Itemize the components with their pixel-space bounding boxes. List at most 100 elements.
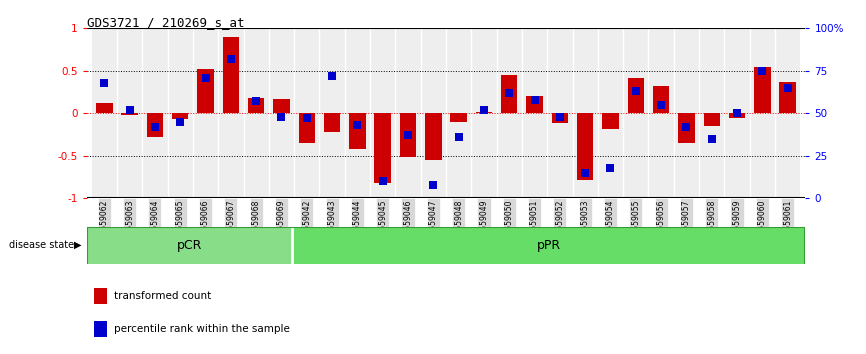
Point — [477, 107, 491, 113]
Bar — [400, 113, 417, 158]
Bar — [370, 28, 396, 198]
Bar — [653, 86, 669, 113]
Bar — [117, 28, 142, 198]
Point — [730, 110, 744, 116]
Bar — [572, 28, 598, 198]
Point — [275, 114, 288, 120]
Point — [97, 80, 111, 86]
Point — [680, 124, 694, 130]
Point — [351, 122, 365, 128]
Bar — [223, 37, 239, 113]
Point — [578, 170, 592, 176]
Bar — [674, 28, 699, 198]
Point — [173, 119, 187, 125]
Point — [502, 90, 516, 96]
Bar — [475, 112, 492, 113]
Bar — [425, 113, 442, 160]
Bar — [294, 28, 320, 198]
Point — [300, 115, 313, 121]
Bar — [87, 227, 292, 264]
Bar — [274, 99, 290, 113]
Bar — [396, 28, 421, 198]
Bar — [345, 28, 370, 198]
Bar — [168, 28, 193, 198]
Bar — [92, 28, 117, 198]
Bar — [527, 96, 543, 113]
Bar — [320, 28, 345, 198]
Bar — [168, 28, 193, 198]
Point — [224, 56, 238, 62]
Bar — [724, 28, 750, 198]
Bar — [577, 113, 593, 179]
Bar — [446, 28, 471, 198]
Bar — [602, 113, 618, 129]
Point — [705, 136, 719, 142]
Text: pPR: pPR — [537, 239, 561, 252]
Point — [148, 124, 162, 130]
Bar — [193, 28, 218, 198]
Bar — [729, 113, 746, 118]
Bar — [294, 28, 320, 198]
Bar — [522, 28, 547, 198]
Bar — [218, 28, 243, 198]
Bar — [92, 28, 117, 198]
Bar — [268, 28, 294, 198]
Bar — [446, 28, 471, 198]
Text: transformed count: transformed count — [114, 291, 211, 301]
Point — [325, 73, 339, 79]
Bar — [121, 113, 138, 115]
Bar — [628, 78, 644, 113]
Bar — [421, 28, 446, 198]
Bar — [268, 28, 294, 198]
Bar — [142, 28, 168, 198]
Point — [755, 68, 769, 74]
Bar — [649, 28, 674, 198]
Text: disease state: disease state — [9, 240, 74, 250]
Bar — [775, 28, 800, 198]
Bar — [349, 113, 365, 149]
Bar — [547, 28, 572, 198]
Bar — [522, 28, 547, 198]
Bar — [396, 28, 421, 198]
Bar — [248, 98, 264, 113]
Bar — [699, 28, 724, 198]
Text: pCR: pCR — [177, 239, 202, 252]
Bar — [197, 69, 214, 113]
Bar — [547, 28, 572, 198]
Bar — [370, 28, 396, 198]
Bar — [724, 28, 750, 198]
Bar — [598, 28, 624, 198]
Bar — [703, 113, 720, 126]
Bar — [96, 103, 113, 113]
Bar — [572, 28, 598, 198]
Bar — [292, 227, 805, 264]
Bar — [218, 28, 243, 198]
Bar — [496, 28, 522, 198]
Bar — [779, 82, 796, 113]
Bar — [243, 28, 268, 198]
Point — [123, 107, 137, 113]
Point — [376, 178, 390, 184]
Bar — [699, 28, 724, 198]
Text: ▶: ▶ — [74, 240, 81, 250]
Bar — [471, 28, 496, 198]
Bar — [624, 28, 649, 198]
Bar — [775, 28, 800, 198]
Bar — [598, 28, 624, 198]
Bar — [750, 28, 775, 198]
Bar — [754, 67, 771, 113]
Bar — [299, 113, 315, 143]
Point — [629, 88, 643, 94]
Point — [249, 98, 263, 104]
Point — [452, 134, 466, 140]
Bar — [501, 75, 518, 113]
Bar — [193, 28, 218, 198]
Bar — [674, 28, 699, 198]
Text: percentile rank within the sample: percentile rank within the sample — [114, 324, 290, 334]
Point — [401, 132, 415, 138]
Bar — [94, 321, 107, 337]
Bar — [94, 288, 107, 304]
Bar — [552, 113, 568, 124]
Bar — [421, 28, 446, 198]
Bar — [649, 28, 674, 198]
